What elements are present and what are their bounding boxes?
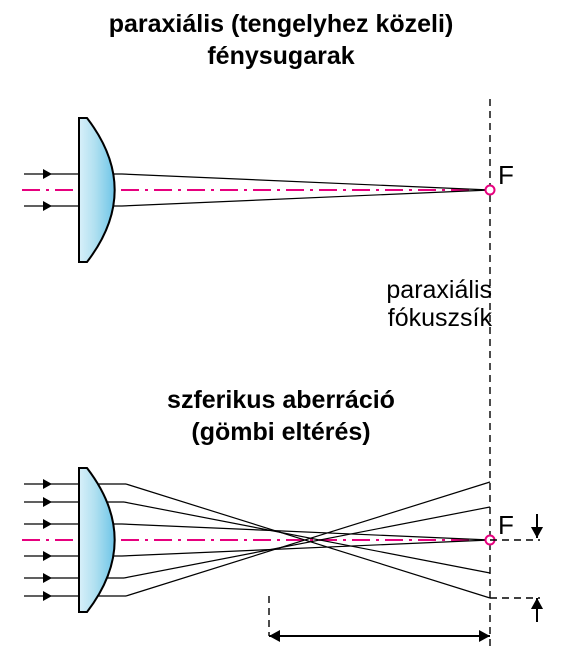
f-label-top: F — [498, 160, 514, 190]
focal-plane-label1: paraxiális — [386, 276, 492, 304]
focus-point-top — [486, 186, 495, 195]
f-label-bottom: F — [498, 510, 514, 540]
title-mid-line1: szferikus aberráció — [167, 386, 395, 414]
title-top-line2: fénysugarak — [207, 42, 354, 70]
title-mid-line2: (gömbi eltérés) — [191, 418, 370, 446]
title-top-line1: paraxiális (tengelyhez közeli) — [109, 10, 454, 38]
focal-plane-label2: fókuszsík — [388, 304, 493, 332]
